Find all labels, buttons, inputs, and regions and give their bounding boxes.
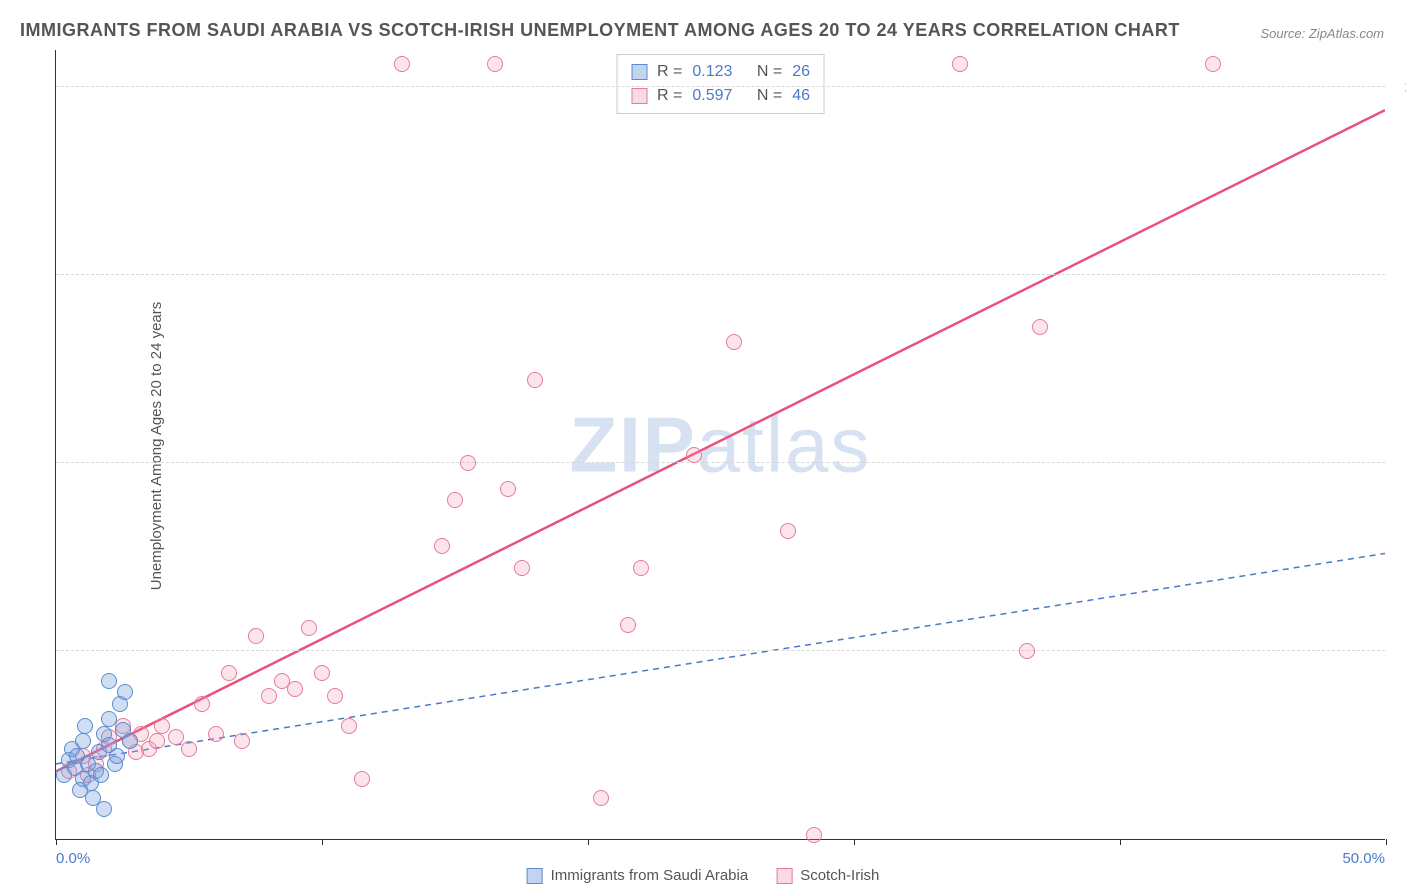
legend-label-blue: Immigrants from Saudi Arabia <box>551 867 749 884</box>
data-point-pink <box>154 718 170 734</box>
x-tick-max: 50.0% <box>1342 850 1385 867</box>
data-point-pink <box>394 56 410 72</box>
data-point-pink <box>514 560 530 576</box>
stats-row-blue: R = 0.123 N = 26 <box>631 60 810 84</box>
gridline <box>56 650 1385 651</box>
legend-label-pink: Scotch-Irish <box>800 867 879 884</box>
data-point-blue <box>75 733 91 749</box>
trend-line-blue <box>56 553 1385 763</box>
data-point-pink <box>301 620 317 636</box>
chart-title: IMMIGRANTS FROM SAUDI ARABIA VS SCOTCH-I… <box>20 20 1180 41</box>
gridline <box>56 86 1385 87</box>
watermark-bold: ZIP <box>569 400 696 488</box>
data-point-blue <box>101 673 117 689</box>
x-tick-min: 0.0% <box>56 850 90 867</box>
data-point-pink <box>248 628 264 644</box>
data-point-pink <box>806 827 822 843</box>
y-tick-label: 75.0% <box>1395 266 1406 283</box>
stat-n-blue: 26 <box>792 60 810 84</box>
gridline <box>56 462 1385 463</box>
x-tick <box>1120 839 1121 845</box>
data-point-pink <box>780 523 796 539</box>
data-point-blue <box>96 801 112 817</box>
data-point-pink <box>354 771 370 787</box>
data-point-blue <box>117 684 133 700</box>
stat-n-pink: 46 <box>792 84 810 108</box>
data-point-pink <box>261 688 277 704</box>
legend-swatch-pink-icon <box>776 868 792 884</box>
data-point-pink <box>1019 643 1035 659</box>
data-point-blue <box>72 782 88 798</box>
watermark-light: atlas <box>697 400 872 488</box>
data-point-blue <box>93 767 109 783</box>
plot-area: ZIPatlas R = 0.123 N = 26 R = 0.597 N = … <box>55 50 1385 840</box>
data-point-pink <box>181 741 197 757</box>
data-point-pink <box>447 492 463 508</box>
data-point-pink <box>194 696 210 712</box>
stat-r-label: R = <box>657 60 682 84</box>
data-point-pink <box>341 718 357 734</box>
watermark: ZIPatlas <box>569 399 871 490</box>
source-attribution: Source: ZipAtlas.com <box>1260 26 1384 41</box>
data-point-pink <box>314 665 330 681</box>
data-point-pink <box>1032 319 1048 335</box>
data-point-pink <box>633 560 649 576</box>
x-tick <box>322 839 323 845</box>
data-point-pink <box>287 681 303 697</box>
y-tick-label: 50.0% <box>1395 454 1406 471</box>
data-point-pink <box>593 790 609 806</box>
swatch-pink-icon <box>631 88 647 104</box>
stat-n-label-2: N = <box>757 84 782 108</box>
data-point-pink <box>234 733 250 749</box>
data-point-pink <box>208 726 224 742</box>
data-point-pink <box>500 481 516 497</box>
data-point-blue <box>109 748 125 764</box>
stats-legend-box: R = 0.123 N = 26 R = 0.597 N = 46 <box>616 54 825 114</box>
stat-r-pink: 0.597 <box>692 84 732 108</box>
data-point-pink <box>726 334 742 350</box>
data-point-pink <box>327 688 343 704</box>
data-point-pink <box>434 538 450 554</box>
data-point-pink <box>168 729 184 745</box>
data-point-pink <box>221 665 237 681</box>
data-point-blue <box>122 733 138 749</box>
x-tick <box>1386 839 1387 845</box>
stat-n-label: N = <box>757 60 782 84</box>
data-point-pink <box>527 372 543 388</box>
data-point-pink <box>149 733 165 749</box>
x-tick <box>588 839 589 845</box>
legend-swatch-blue-icon <box>527 868 543 884</box>
data-point-blue <box>101 711 117 727</box>
data-point-pink <box>460 455 476 471</box>
legend-item-blue: Immigrants from Saudi Arabia <box>527 867 749 884</box>
stats-row-pink: R = 0.597 N = 46 <box>631 84 810 108</box>
y-tick-label: 25.0% <box>1395 642 1406 659</box>
x-tick <box>854 839 855 845</box>
data-point-pink <box>1205 56 1221 72</box>
swatch-blue-icon <box>631 64 647 80</box>
stat-r-blue: 0.123 <box>692 60 732 84</box>
data-point-pink <box>686 447 702 463</box>
data-point-blue <box>77 718 93 734</box>
stat-r-label-2: R = <box>657 84 682 108</box>
data-point-pink <box>487 56 503 72</box>
data-point-pink <box>620 617 636 633</box>
trend-line-pink <box>56 110 1385 771</box>
legend-item-pink: Scotch-Irish <box>776 867 879 884</box>
data-point-pink <box>952 56 968 72</box>
gridline <box>56 274 1385 275</box>
x-tick <box>56 839 57 845</box>
trend-lines-svg <box>56 50 1385 839</box>
bottom-legend: Immigrants from Saudi Arabia Scotch-Iris… <box>527 867 880 884</box>
y-tick-label: 100.0% <box>1395 78 1406 95</box>
